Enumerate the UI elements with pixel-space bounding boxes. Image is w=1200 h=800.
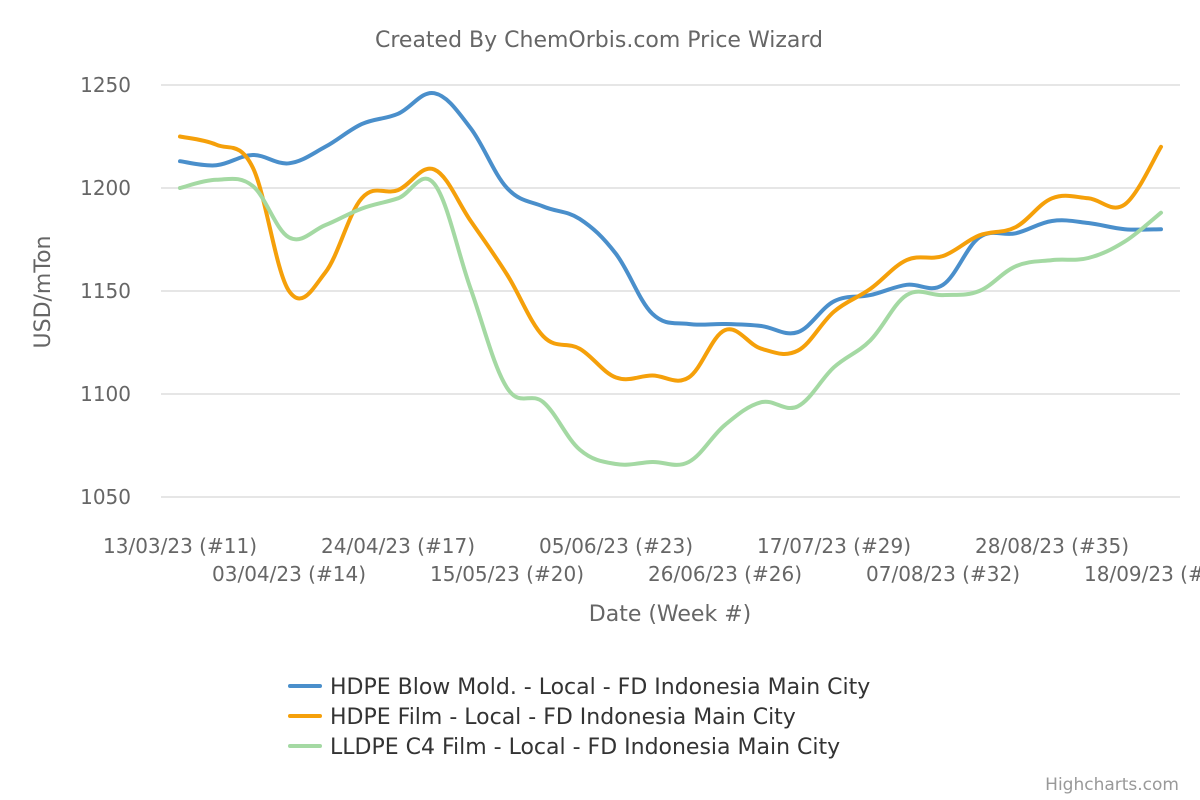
legend-item-3[interactable]: LLDPE C4 Film - Local - FD Indonesia Mai… <box>288 735 840 760</box>
x-tick-label: 15/05/23 (#20) <box>430 562 584 586</box>
credits-link[interactable]: Highcharts.com <box>1045 775 1179 795</box>
y-tick-label: 1200 <box>80 176 131 200</box>
x-tick-label: 18/09/23 (#38) <box>1084 562 1200 586</box>
grid-lines <box>161 84 1180 498</box>
x-tick-label: 24/04/23 (#17) <box>321 534 475 558</box>
x-tick-label: 28/08/23 (#35) <box>975 534 1129 558</box>
legend-label: HDPE Film - Local - FD Indonesia Main Ci… <box>330 705 796 730</box>
x-tick-label: 26/06/23 (#26) <box>648 562 802 586</box>
y-tick-label: 1150 <box>80 279 131 303</box>
y-tick-label: 1050 <box>80 485 131 509</box>
legend-label: LLDPE C4 Film - Local - FD Indonesia Mai… <box>330 735 840 760</box>
legend-item-2[interactable]: HDPE Film - Local - FD Indonesia Main Ci… <box>288 705 796 730</box>
x-axis-title: Date (Week #) <box>589 602 751 627</box>
legend-item-1[interactable]: HDPE Blow Mold. - Local - FD Indonesia M… <box>288 675 870 700</box>
y-tick-label: 1250 <box>80 73 131 97</box>
x-tick-label: 03/04/23 (#14) <box>212 562 366 586</box>
x-tick-label: 13/03/23 (#11) <box>103 534 257 558</box>
y-axis-title: USD/mTon <box>31 236 56 349</box>
series-line-1[interactable] <box>178 91 1163 336</box>
y-axis-ticks: 1050 1100 1150 1200 1250 <box>80 73 131 509</box>
x-axis-ticks: 13/03/23 (#11) 03/04/23 (#14) 24/04/23 (#1… <box>103 534 1200 586</box>
x-tick-label: 17/07/23 (#29) <box>757 534 911 558</box>
chart-title: Created By ChemOrbis.com Price Wizard <box>375 28 823 53</box>
series-line-3[interactable] <box>178 176 1163 467</box>
x-tick-label: 05/06/23 (#23) <box>539 534 693 558</box>
x-tick-label: 07/08/23 (#32) <box>866 562 1020 586</box>
y-tick-label: 1100 <box>80 382 131 406</box>
series-lines <box>178 91 1163 467</box>
legend[interactable]: HDPE Blow Mold. - Local - FD Indonesia M… <box>288 675 870 760</box>
legend-label: HDPE Blow Mold. - Local - FD Indonesia M… <box>330 675 870 700</box>
series-line-2[interactable] <box>178 134 1163 383</box>
